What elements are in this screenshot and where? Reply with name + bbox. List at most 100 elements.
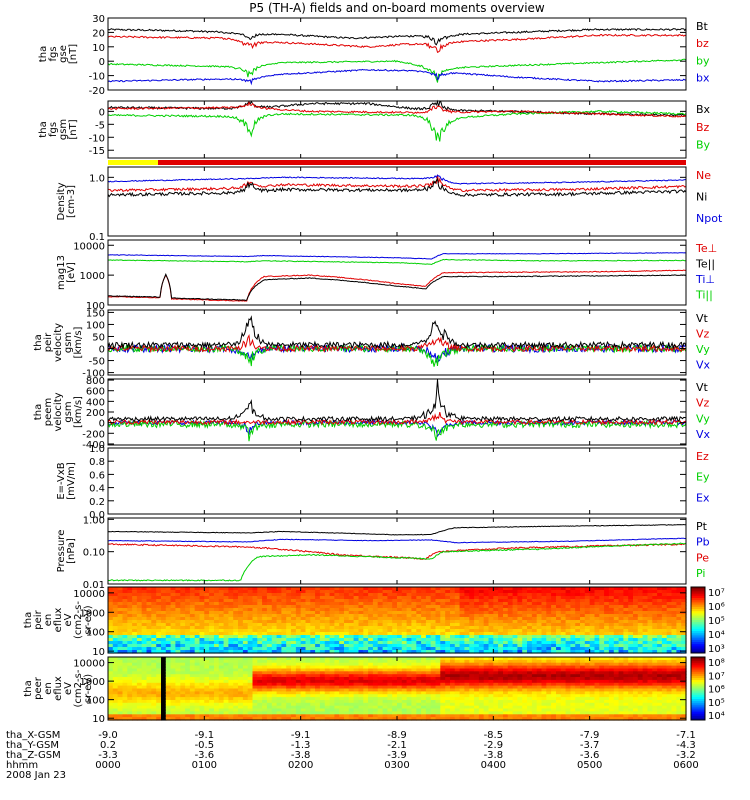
peir-eflux-cell: [136, 626, 143, 630]
peer-eflux-cell: [151, 697, 157, 701]
peir-eflux-cell: [132, 623, 138, 627]
peer-eflux-cell: [397, 677, 403, 681]
peir-eflux-cell: [633, 638, 639, 642]
peer-eflux-cell: [151, 685, 157, 690]
peir-eflux-cell: [613, 638, 620, 642]
peer-eflux-cell: [488, 694, 494, 698]
peer-eflux-cell: [204, 679, 210, 684]
peir-eflux-cell: [604, 629, 610, 633]
peer-eflux-cell: [214, 688, 220, 692]
peir-eflux-cell: [517, 602, 523, 606]
peir-eflux-cell: [435, 623, 441, 627]
temperature-ylabel-line: [eV]: [66, 262, 77, 283]
peer-eflux-cell: [368, 677, 374, 681]
peir-eflux-cell: [305, 611, 311, 615]
peer-eflux-cell: [271, 711, 278, 715]
peir-eflux-cell: [185, 599, 191, 603]
peer-eflux-cell: [305, 714, 311, 718]
peir-eflux-cell: [238, 605, 244, 609]
peir-eflux-cell: [594, 626, 600, 630]
peer-eflux-cell: [233, 702, 239, 707]
peir-eflux-cell: [252, 611, 258, 615]
peer-eflux-cell: [329, 659, 335, 664]
fgs-gsm-ylabel-line: tha: [38, 121, 49, 137]
peer-eflux-cell: [209, 714, 215, 718]
peer-eflux-cell: [445, 668, 451, 672]
peer-eflux-cell: [430, 682, 437, 687]
peir-eflux-cell: [445, 644, 451, 648]
peir-eflux-cell: [618, 629, 624, 633]
peir-eflux-cell: [425, 587, 432, 591]
peer-eflux-cell: [421, 682, 427, 687]
peer-eflux-cell: [108, 674, 114, 678]
temperature-ytick-label: 10000: [73, 241, 105, 252]
peir-eflux-cell: [488, 590, 494, 594]
peer-eflux-cell: [228, 662, 234, 667]
peir-eflux-cell: [430, 620, 437, 624]
peir-eflux-cell: [151, 617, 157, 621]
peir-eflux-cell: [623, 626, 629, 630]
peir-eflux-cell: [565, 629, 571, 633]
peir-eflux-cell: [498, 623, 504, 627]
peer-eflux-cell: [464, 711, 470, 715]
density-series-Npot: [107, 174, 686, 185]
peir-eflux-cell: [633, 629, 639, 633]
peir-eflux-cell: [604, 632, 610, 636]
peir-eflux-cell: [454, 596, 461, 600]
peir-eflux-cell: [454, 617, 461, 621]
peir-eflux-cell: [194, 626, 201, 630]
peir-eflux-cell: [551, 593, 557, 597]
peir-eflux-cell: [204, 650, 210, 654]
peir-eflux-cell: [127, 638, 133, 642]
peer-eflux-cell: [112, 688, 119, 692]
peir-eflux-cell: [430, 626, 437, 630]
peir-eflux-cell: [204, 602, 210, 606]
peer-eflux-cell: [305, 708, 311, 712]
peir-eflux-cell: [204, 647, 210, 651]
peer-eflux-cell: [382, 702, 388, 707]
peir-eflux-cell: [517, 629, 523, 633]
peem-velocity-ylabel-line: velocity: [53, 392, 64, 431]
peer-eflux-cell: [445, 708, 451, 712]
peir-eflux-cell: [498, 644, 504, 648]
peir-eflux-cell: [228, 632, 234, 636]
peer-eflux-cell: [344, 694, 350, 698]
peir-eflux-cell: [387, 602, 393, 606]
peer-eflux-cell: [382, 688, 388, 692]
peir-eflux-cell: [108, 644, 114, 648]
peir-eflux-cell: [377, 614, 384, 618]
peer-eflux-cell: [276, 685, 282, 690]
peer-eflux-cell: [223, 671, 229, 675]
peer-eflux-cell: [170, 702, 176, 707]
peer-eflux-cell: [445, 705, 451, 710]
fgs-gsm-ytick-label: -5: [95, 120, 105, 131]
peer-eflux-cell: [488, 679, 494, 684]
peir-eflux-cell: [628, 644, 634, 648]
peir-eflux-colorbar-step: [691, 589, 705, 592]
peer-eflux-cell: [281, 694, 287, 698]
peer-eflux-cell: [112, 674, 119, 678]
peer-eflux-cell: [517, 682, 523, 687]
peir-eflux-cell: [498, 593, 504, 597]
peir-eflux-cell: [445, 647, 451, 651]
peer-eflux-cell: [503, 697, 509, 701]
peir-eflux-cell: [459, 590, 465, 594]
peir-eflux-cell: [633, 587, 639, 591]
peir-eflux-cell: [464, 608, 470, 612]
peir-eflux-cell: [363, 587, 369, 591]
peer-eflux-cell: [478, 697, 485, 701]
peir-eflux-cell: [628, 587, 634, 591]
peir-eflux-cell: [161, 638, 167, 642]
peir-eflux-cell: [348, 650, 355, 654]
fgs-gse-ytick-label: 0: [99, 57, 105, 68]
peir-eflux-cell: [146, 587, 152, 591]
peer-eflux-cell: [372, 659, 379, 664]
peer-eflux-cell: [512, 662, 518, 667]
peir-eflux-cell: [136, 617, 143, 621]
peer-eflux-cell: [257, 700, 263, 704]
peer-eflux-cell: [397, 659, 403, 664]
peer-eflux-cell: [324, 700, 331, 704]
peer-eflux-cell: [344, 657, 350, 661]
peer-eflux-cell: [238, 691, 244, 695]
peir-eflux-cell: [214, 602, 220, 606]
